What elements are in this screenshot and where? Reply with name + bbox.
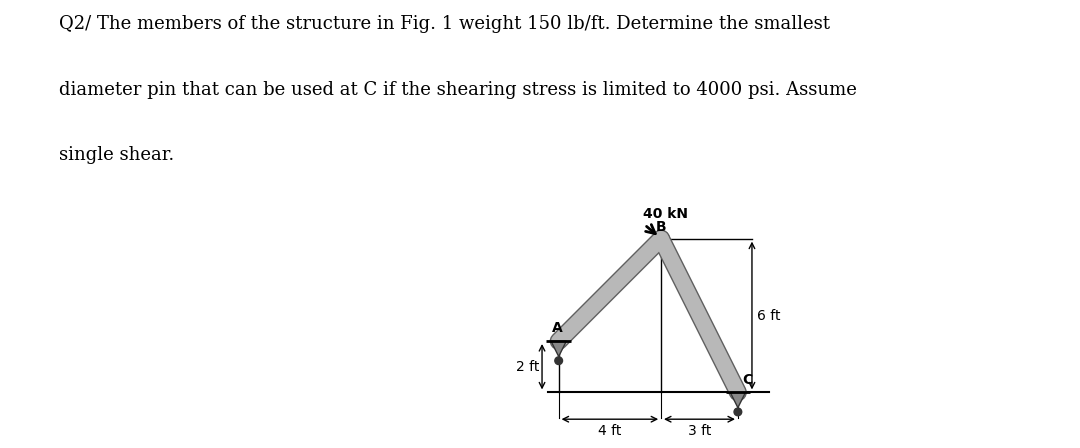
Text: A: A — [552, 321, 563, 335]
Circle shape — [555, 357, 563, 365]
Text: single shear.: single shear. — [59, 146, 175, 164]
Text: Q2/ The members of the structure in Fig. 1 weight 150 lb/ft. Determine the small: Q2/ The members of the structure in Fig.… — [59, 15, 831, 34]
Text: 3 ft: 3 ft — [688, 424, 711, 438]
Text: 4 ft: 4 ft — [598, 424, 622, 438]
Circle shape — [734, 408, 742, 416]
Text: diameter pin that can be used at C if the shearing stress is limited to 4000 psi: diameter pin that can be used at C if th… — [59, 81, 858, 99]
Polygon shape — [730, 392, 745, 408]
Text: B: B — [656, 220, 666, 234]
Text: 2 ft: 2 ft — [515, 360, 539, 374]
Text: 6 ft: 6 ft — [757, 309, 780, 323]
Text: C: C — [742, 373, 753, 387]
Polygon shape — [551, 341, 566, 357]
Text: 40 kN: 40 kN — [644, 207, 688, 221]
